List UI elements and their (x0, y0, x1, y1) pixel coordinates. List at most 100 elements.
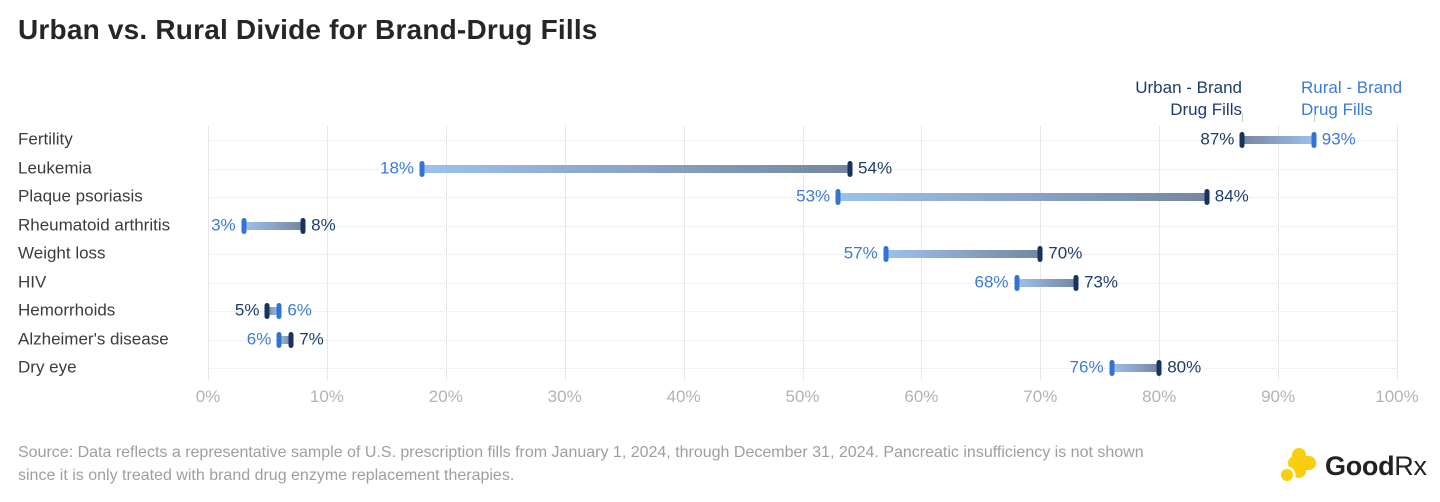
urban-value-label: 87% (1200, 129, 1235, 149)
x-axis-tick-label: 20% (428, 387, 463, 406)
row-guideline (208, 254, 1397, 255)
urban-cap-marker (288, 331, 294, 348)
row-guideline (208, 225, 1397, 227)
rural-value-label: 53% (796, 186, 831, 206)
category-label: Hemorrhoids (18, 300, 116, 320)
row-guideline (208, 311, 1397, 312)
x-axis-tick-label: 0% (195, 387, 221, 406)
urban-value-label: 70% (1048, 243, 1083, 263)
plot-area: 87% 93% 18% 54% 53% 84% 3% 8% 57% 70% 68% 73% 5% 6% 6%… (208, 113, 1398, 380)
range-bar (1242, 136, 1314, 144)
x-axis-tick-label: 10% (309, 387, 344, 406)
x-axis-tick-label: 50% (785, 387, 820, 406)
urban-cap-marker (1073, 274, 1079, 291)
range-bar (1111, 364, 1160, 372)
rural-value-label: 76% (1069, 357, 1104, 377)
urban-value-label: 8% (311, 215, 336, 235)
urban-value-label: 54% (858, 158, 893, 178)
goodrx-wordmark: GoodRx (1325, 451, 1427, 482)
rural-cap-marker (835, 189, 841, 205)
x-axis-tick-label: 80% (1142, 387, 1177, 406)
legend-rural-line1: Rural - Brand (1301, 78, 1403, 97)
category-label: Leukemia (18, 158, 92, 178)
urban-cap-marker (264, 303, 270, 319)
row-guideline (208, 368, 1397, 369)
gridline (445, 126, 447, 380)
urban-value-label: 5% (234, 300, 260, 320)
gridline (683, 126, 685, 380)
cross-dot (1281, 469, 1293, 481)
x-axis: 0% 10% 20% 30% 40% 50% 60% 70% 80% 90% 100% (196, 387, 1419, 409)
legend-urban-line2: Drug Fills (1170, 100, 1242, 119)
goodrx-cross-icon (1280, 448, 1316, 484)
legend-rural-label: Rural - Brand Drug Fills (1301, 77, 1402, 121)
range-bar (838, 193, 1207, 201)
gridline (802, 126, 804, 380)
range-bar (885, 250, 1041, 258)
x-axis-tick-label: 90% (1261, 387, 1296, 406)
row-guideline (208, 282, 1397, 284)
cross-horizontal-bar (1288, 456, 1316, 470)
goodrx-logo: GoodRx (1280, 448, 1427, 484)
category-axis: Fertility Leukemia Plaque psoriasis Rheumat… (18, 126, 203, 380)
urban-cap-marker (1204, 189, 1210, 205)
chart-title: Urban vs. Rural Divide for Brand-Drug Fi… (18, 14, 598, 45)
row-guideline (208, 339, 1397, 341)
rural-cap-marker (883, 246, 889, 262)
x-axis-tick-label: 30% (547, 387, 582, 406)
category-label: Plaque psoriasis (18, 186, 143, 206)
goodrx-wordmark-regular: Rx (1394, 450, 1427, 481)
range-bar (279, 335, 292, 344)
urban-cap-marker (1156, 360, 1162, 376)
range-bar (1016, 278, 1076, 287)
category-label: Dry eye (18, 357, 77, 377)
rural-value-label: 93% (1321, 129, 1356, 149)
urban-value-label: 80% (1167, 357, 1202, 377)
rural-cap-marker (1109, 360, 1115, 376)
category-label: Fertility (18, 129, 73, 149)
rural-value-label: 18% (379, 158, 415, 178)
category-label: Rheumatoid arthritis (18, 215, 171, 235)
gridline (326, 126, 328, 380)
rural-value-label: 57% (843, 243, 878, 263)
rural-value-label: 3% (211, 215, 236, 235)
rural-cap-marker (1014, 274, 1020, 291)
gridline (1278, 126, 1280, 380)
x-axis-tick-label: 40% (666, 387, 701, 406)
legend-urban-line1: Urban - Brand (1135, 78, 1242, 97)
rural-value-label: 6% (287, 300, 312, 320)
urban-cap-marker (1239, 132, 1245, 148)
legend-leader-tick (1313, 113, 1315, 122)
range-bar (267, 307, 280, 315)
x-axis-tick-label: 70% (1023, 387, 1058, 406)
rural-cap-marker (276, 303, 282, 319)
row-guideline (208, 197, 1397, 198)
goodrx-wordmark-bold: Good (1325, 450, 1395, 481)
rural-value-label: 68% (974, 272, 1009, 292)
gridline (1159, 126, 1161, 380)
rural-cap-marker (241, 217, 247, 234)
urban-cap-marker (847, 160, 853, 177)
row-guideline (208, 140, 1397, 141)
urban-value-label: 73% (1083, 272, 1118, 292)
urban-value-label: 84% (1214, 186, 1249, 206)
category-label: Weight loss (18, 243, 106, 263)
rural-value-label: 6% (246, 329, 272, 349)
gridline (564, 126, 566, 380)
category-label: HIV (18, 272, 47, 292)
gridline (208, 126, 209, 380)
urban-value-label: 7% (299, 329, 324, 349)
rural-cap-marker (1311, 132, 1317, 148)
range-bar (422, 164, 851, 173)
gridline (1397, 126, 1398, 380)
legend-urban-label: Urban - Brand Drug Fills (1135, 77, 1242, 121)
rural-cap-marker (419, 160, 425, 177)
category-label: Alzheimer's disease (18, 329, 169, 349)
legend-rural-line2: Drug Fills (1301, 100, 1373, 119)
x-axis-tick-label: 60% (904, 387, 939, 406)
rural-cap-marker (276, 331, 282, 348)
urban-cap-marker (1037, 246, 1043, 262)
legend-leader-tick (1242, 113, 1244, 122)
x-axis-tick-label: 100% (1375, 387, 1419, 406)
